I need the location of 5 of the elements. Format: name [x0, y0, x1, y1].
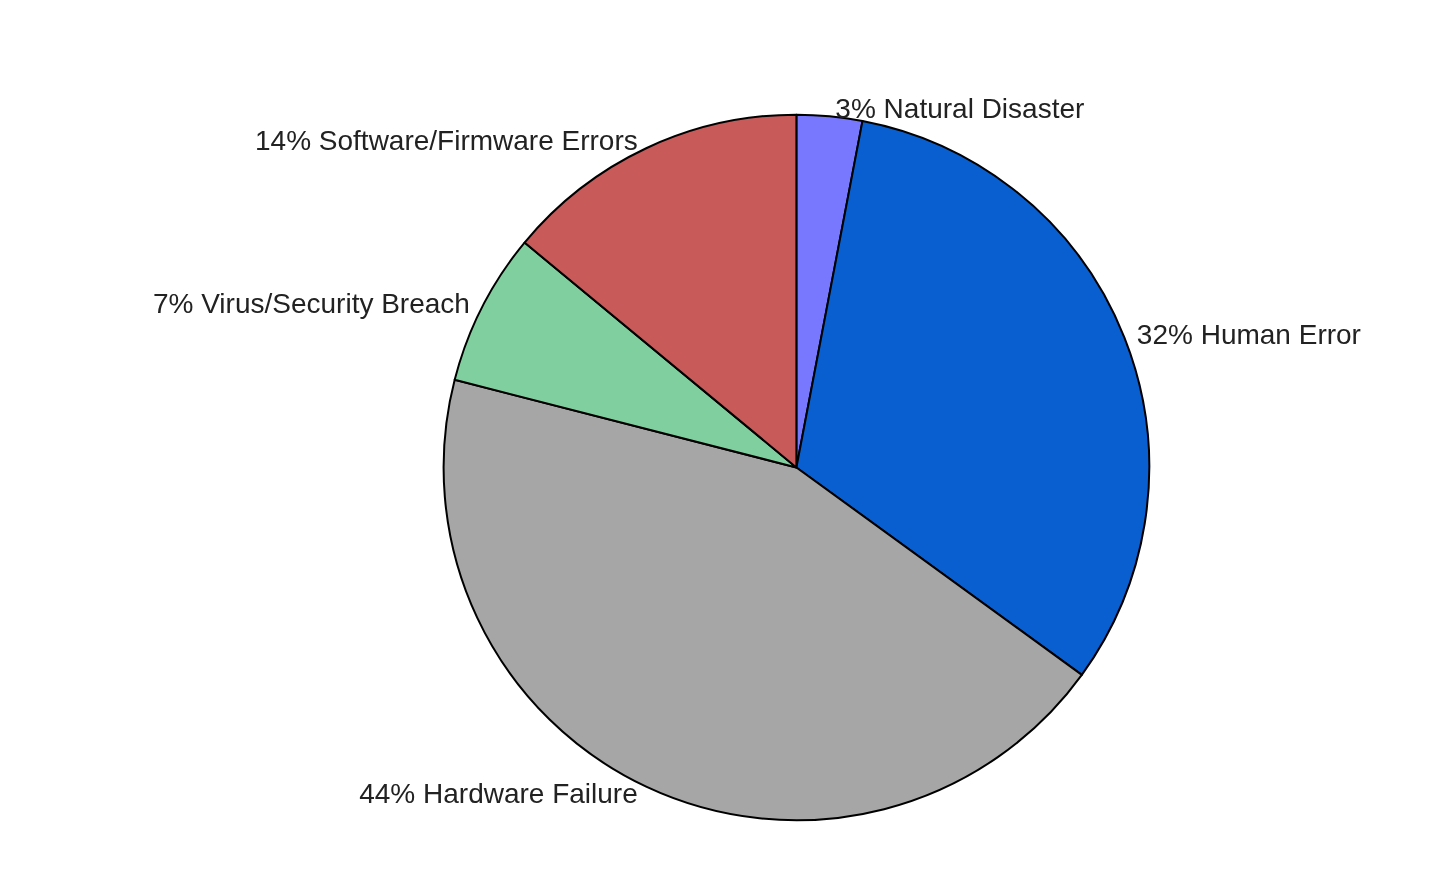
slice-label: 3% Natural Disaster [835, 92, 1085, 124]
slice-label: 14% Software/Firmware Errors [255, 125, 638, 157]
slice-label: 7% Virus/Security Breach [152, 288, 470, 320]
slice-label: 44% Hardware Failure [359, 778, 638, 810]
slice-label: 32% Human Error [1136, 319, 1361, 351]
